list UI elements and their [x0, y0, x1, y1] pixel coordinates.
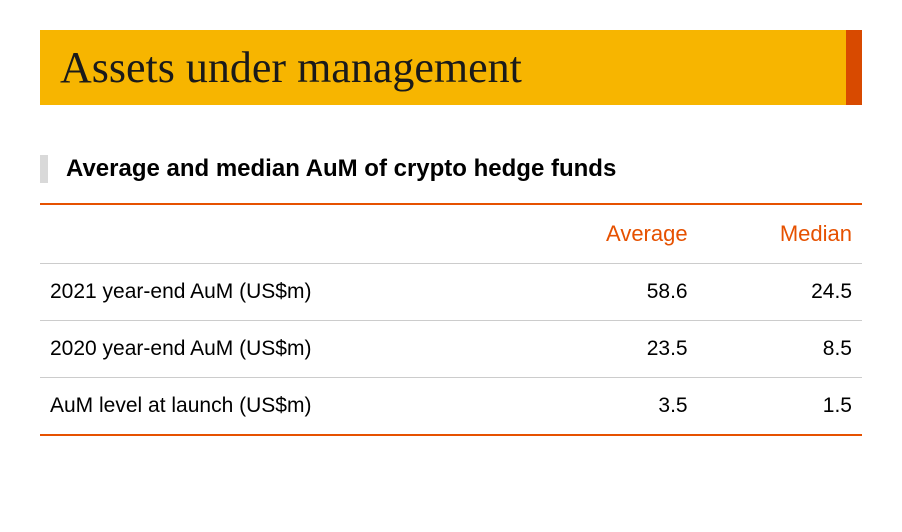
- table-body: 2021 year-end AuM (US$m) 58.6 24.5 2020 …: [40, 264, 862, 436]
- col-header-average: Average: [517, 204, 698, 264]
- row-label: 2020 year-end AuM (US$m): [40, 321, 517, 378]
- table-row: AuM level at launch (US$m) 3.5 1.5: [40, 378, 862, 436]
- table-header-row: Average Median: [40, 204, 862, 264]
- title-banner: Assets under management: [40, 30, 862, 105]
- row-label: AuM level at launch (US$m): [40, 378, 517, 436]
- page-title: Assets under management: [40, 30, 846, 105]
- subtitle-accent-bar: [40, 155, 48, 183]
- title-accent-bar: [846, 30, 862, 105]
- col-header-median: Median: [698, 204, 862, 264]
- row-median: 24.5: [698, 264, 862, 321]
- row-label: 2021 year-end AuM (US$m): [40, 264, 517, 321]
- table-row: 2020 year-end AuM (US$m) 23.5 8.5: [40, 321, 862, 378]
- subtitle-text: Average and median AuM of crypto hedge f…: [66, 155, 616, 183]
- row-median: 1.5: [698, 378, 862, 436]
- subtitle-row: Average and median AuM of crypto hedge f…: [40, 155, 862, 183]
- row-average: 23.5: [517, 321, 698, 378]
- aum-table: Average Median 2021 year-end AuM (US$m) …: [40, 203, 862, 436]
- table-row: 2021 year-end AuM (US$m) 58.6 24.5: [40, 264, 862, 321]
- row-median: 8.5: [698, 321, 862, 378]
- row-average: 3.5: [517, 378, 698, 436]
- row-average: 58.6: [517, 264, 698, 321]
- col-header-label: [40, 204, 517, 264]
